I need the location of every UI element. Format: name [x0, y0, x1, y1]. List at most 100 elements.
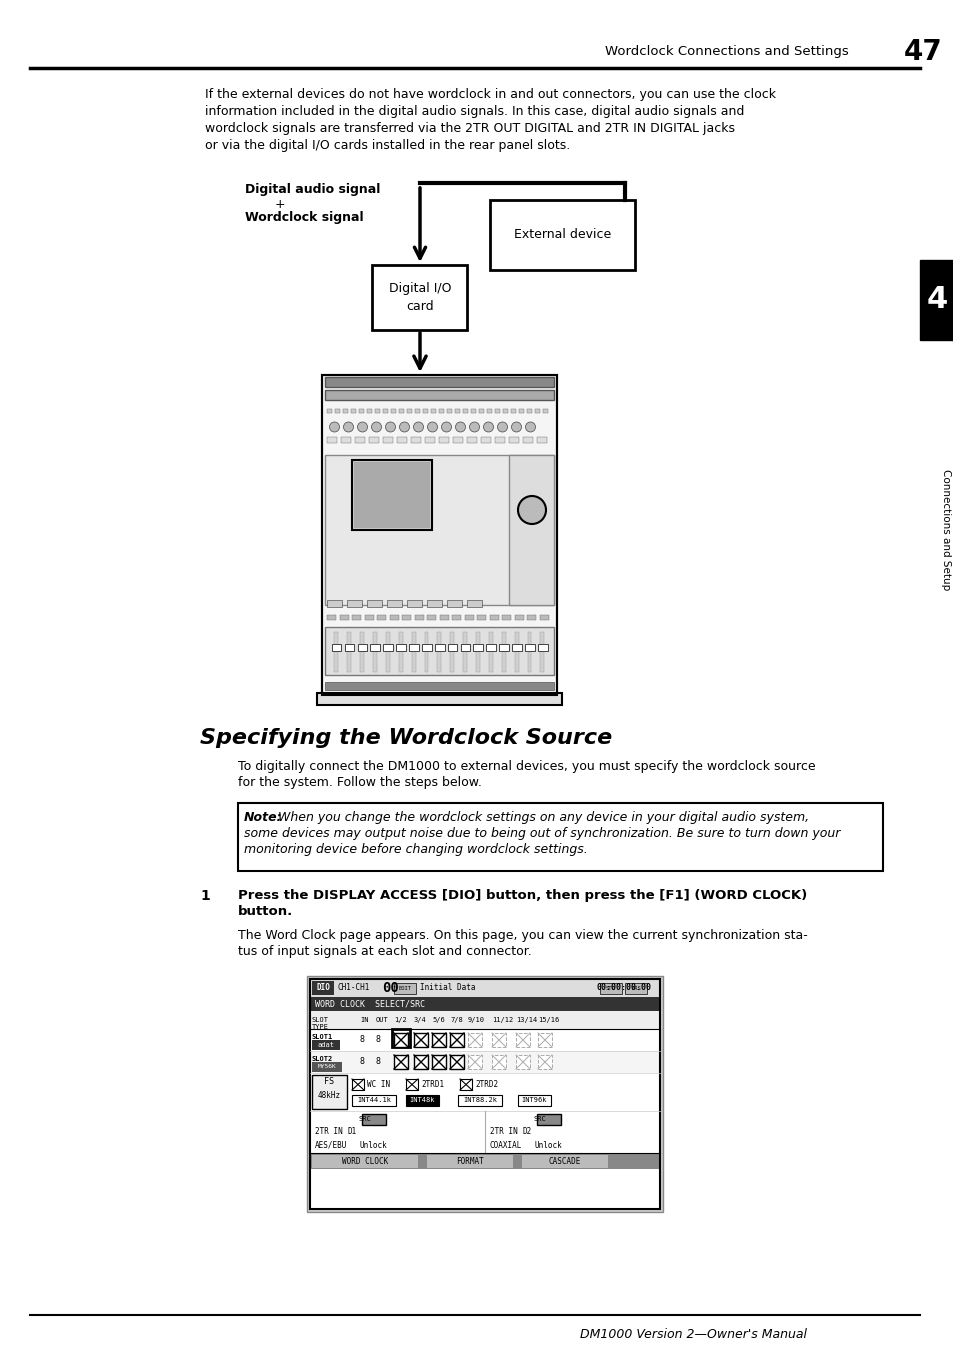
Bar	[512, 644, 521, 651]
Bar	[347, 600, 362, 607]
Bar	[516, 1034, 530, 1047]
Bar	[427, 1155, 513, 1169]
Circle shape	[413, 422, 423, 432]
Bar	[359, 632, 364, 671]
Text: 8: 8	[375, 1035, 380, 1044]
Text: Digital audio signal: Digital audio signal	[245, 182, 380, 196]
Text: 1/2: 1/2	[394, 1017, 406, 1023]
Text: INT44.1k: INT44.1k	[356, 1097, 391, 1104]
Text: EDIT: EDIT	[398, 985, 411, 990]
Bar	[416, 409, 420, 413]
Text: External device: External device	[514, 228, 611, 242]
Bar	[624, 984, 646, 994]
Bar	[524, 644, 534, 651]
Bar	[325, 682, 554, 690]
Bar	[386, 632, 390, 671]
Bar	[307, 975, 662, 1212]
Bar	[407, 409, 412, 413]
Text: The Word Clock page appears. On this page, you can view the current synchronizat: The Word Clock page appears. On this pag…	[237, 929, 807, 942]
Bar	[335, 409, 340, 413]
Bar	[367, 409, 372, 413]
Bar	[369, 436, 379, 443]
Bar	[487, 409, 492, 413]
Bar	[394, 1055, 408, 1069]
Bar	[477, 615, 486, 620]
Text: 2TRD1: 2TRD1	[420, 1079, 444, 1089]
Bar	[425, 436, 435, 443]
Bar	[540, 632, 544, 671]
Bar	[392, 1029, 410, 1047]
Text: 13/14: 13/14	[516, 1017, 537, 1023]
Bar	[455, 409, 460, 413]
Bar	[377, 615, 386, 620]
Text: 5/6: 5/6	[432, 1017, 444, 1023]
Text: Specifying the Wordclock Source: Specifying the Wordclock Source	[200, 728, 612, 748]
Text: SLOT: SLOT	[312, 1017, 329, 1023]
Bar	[481, 436, 491, 443]
Circle shape	[385, 422, 395, 432]
Bar	[515, 615, 523, 620]
Bar	[397, 436, 407, 443]
Bar	[919, 259, 953, 340]
Bar	[539, 615, 548, 620]
Text: 47: 47	[903, 38, 942, 66]
Bar	[317, 693, 562, 705]
Bar	[424, 632, 428, 671]
Circle shape	[497, 422, 507, 432]
Bar	[411, 436, 421, 443]
Bar	[394, 1034, 408, 1047]
Bar	[519, 409, 524, 413]
Bar	[476, 632, 479, 671]
Text: Initial Data: Initial Data	[419, 984, 475, 993]
Bar	[312, 1040, 339, 1050]
Text: Press the DISPLAY ACCESS [DIO] button, then press the [F1] (WORD CLOCK): Press the DISPLAY ACCESS [DIO] button, t…	[237, 889, 806, 902]
Text: Unlock: Unlock	[359, 1140, 387, 1150]
Bar	[391, 409, 396, 413]
Text: for the system. Follow the steps below.: for the system. Follow the steps below.	[237, 775, 481, 789]
Text: INT48k: INT48k	[410, 1097, 435, 1104]
Bar	[495, 436, 505, 443]
Bar	[334, 632, 338, 671]
Bar	[394, 984, 416, 994]
Text: 9/10: 9/10	[468, 1017, 484, 1023]
Text: Wordclock signal: Wordclock signal	[245, 211, 363, 224]
Circle shape	[441, 422, 451, 432]
Bar	[395, 644, 405, 651]
Text: 8: 8	[375, 1058, 380, 1066]
Text: FORMAT: FORMAT	[456, 1156, 483, 1166]
Circle shape	[329, 422, 339, 432]
Bar	[310, 1011, 659, 1029]
Bar	[322, 376, 557, 694]
Bar	[535, 409, 540, 413]
Bar	[437, 632, 441, 671]
Bar	[375, 409, 380, 413]
Bar	[521, 1155, 607, 1169]
Bar	[310, 1152, 659, 1169]
Text: OFF: OFF	[367, 1128, 380, 1133]
Bar	[312, 981, 334, 994]
Bar	[439, 615, 449, 620]
Bar	[427, 615, 436, 620]
Bar	[421, 644, 431, 651]
Bar	[327, 436, 337, 443]
Bar	[355, 462, 430, 528]
Text: CASCADE: CASCADE	[548, 1156, 580, 1166]
Bar	[367, 600, 382, 607]
Bar	[383, 409, 388, 413]
Text: INT96k: INT96k	[521, 1097, 547, 1104]
Text: Note:: Note:	[244, 811, 282, 824]
Text: tus of input signals at each slot and connector.: tus of input signals at each slot and co…	[237, 944, 531, 958]
Bar	[492, 1034, 505, 1047]
Bar	[415, 615, 423, 620]
Bar	[467, 600, 482, 607]
Text: WC IN: WC IN	[367, 1079, 390, 1089]
Text: some devices may output noise due to being out of synchronization. Be sure to tu: some devices may output noise due to bei…	[244, 827, 840, 840]
Text: 15/16: 15/16	[537, 1017, 558, 1023]
Bar	[468, 1055, 481, 1069]
Bar	[352, 1096, 395, 1106]
Bar	[439, 436, 449, 443]
Text: or via the digital I/O cards installed in the rear panel slots.: or via the digital I/O cards installed i…	[205, 139, 570, 153]
Text: MY56K: MY56K	[317, 1065, 336, 1070]
Bar	[468, 1034, 481, 1047]
Bar	[352, 615, 361, 620]
